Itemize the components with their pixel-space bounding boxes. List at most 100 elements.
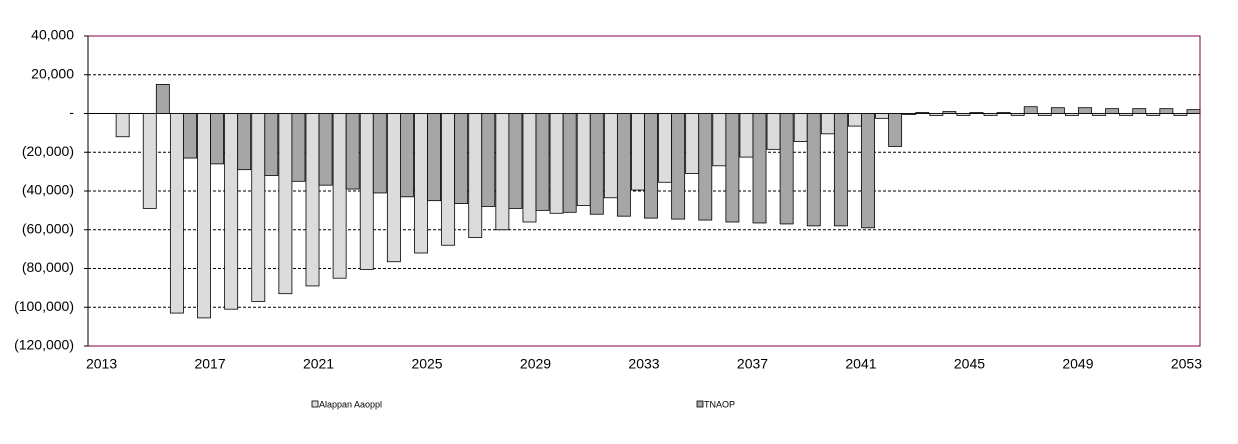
bar [414,113,428,254]
bar [495,113,510,231]
bar [658,113,673,183]
bar [549,113,564,214]
bar [427,113,441,202]
legend-swatch [311,400,319,408]
legend-swatch [696,400,704,408]
x-tick-label: 2025 [411,356,442,372]
bar [210,113,225,165]
bar [1064,113,1079,116]
bar [603,113,618,199]
bar [1078,107,1092,114]
x-tick-label: 2037 [737,356,768,372]
x-tick-label: 2053 [1171,356,1202,372]
bar [278,113,293,295]
bar [616,113,631,217]
bar [752,113,767,224]
bar [522,113,537,223]
bar [1092,113,1106,116]
bar [1037,113,1052,116]
y-tick-label: 20,000 [31,65,74,81]
bar [508,113,523,209]
bar [806,113,821,227]
bar [468,113,483,238]
bar [589,113,604,215]
bar [237,113,252,171]
bar [942,111,957,114]
bar [1050,107,1065,114]
y-tick-label: (120,000) [14,337,74,353]
bar [983,113,998,116]
bar [1159,108,1174,114]
x-tick-label: 2013 [86,356,117,372]
x-tick-label: 2045 [954,356,985,372]
bar [848,113,862,127]
bar [251,113,266,302]
bar [766,113,781,150]
bar [1119,113,1134,116]
bar [915,112,930,114]
bar [576,113,591,206]
y-tick-label: (100,000) [14,298,74,314]
bar [332,113,347,279]
x-tick-label: 2033 [628,356,659,372]
bar [1010,113,1025,116]
bar [644,113,658,219]
bar [725,113,740,223]
x-tick-label: 2029 [520,356,551,372]
bar [1186,109,1201,114]
bar [956,113,971,116]
bar [1132,108,1147,114]
bar [115,113,130,138]
bar [833,113,848,227]
bar [386,113,401,263]
bar [535,113,550,211]
x-tick-label: 2049 [1062,356,1093,372]
bar [969,112,984,114]
bar [861,113,875,229]
bar [1146,113,1161,116]
y-tick-label: 40,000 [31,27,74,43]
bar [902,113,917,115]
bar [820,113,835,135]
bar [142,113,157,209]
bar [318,113,333,186]
bar [1105,108,1120,114]
bar [888,113,903,147]
bar [264,113,279,176]
bar [197,113,211,319]
bar [562,113,577,213]
bar [481,113,496,207]
y-tick-label: (80,000) [22,259,74,275]
bar [400,113,414,198]
legend-label: TNAOP [704,399,735,409]
x-tick-label: 2041 [845,356,876,372]
bar [183,113,197,159]
bar [698,113,713,221]
bar [779,113,794,225]
bar [793,113,808,142]
bar [224,113,239,310]
bar [359,113,374,270]
bar [1173,113,1188,116]
bar [1023,106,1038,114]
bar [291,113,306,182]
bar [169,113,184,314]
bar [712,113,727,167]
bar [875,113,889,119]
y-tick-label: (60,000) [22,220,74,236]
bar [305,113,320,287]
y-tick-label: (40,000) [22,182,74,198]
y-tick-label: - [69,104,74,120]
legend-label: Alappan Aaoppl [319,399,382,409]
bar [372,113,387,194]
bar [685,113,700,174]
bar [929,113,944,116]
bar [996,112,1011,114]
x-tick-label: 2021 [303,356,334,372]
bar [671,113,686,220]
bar [155,84,170,114]
bar [345,113,360,190]
y-tick-label: (20,000) [22,143,74,159]
bar [454,113,469,204]
